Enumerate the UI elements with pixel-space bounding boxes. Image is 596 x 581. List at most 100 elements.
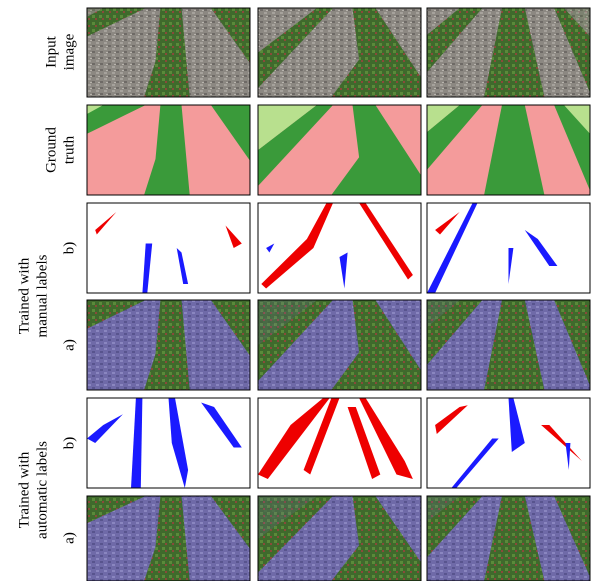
other-region — [258, 496, 317, 539]
crop-region — [87, 105, 146, 134]
other-region — [87, 300, 104, 309]
other-region — [427, 300, 460, 327]
image-panel — [86, 397, 251, 489]
crop-region — [210, 300, 250, 356]
label-line: Input — [43, 35, 59, 67]
error-region — [359, 203, 413, 280]
image-panel — [426, 397, 591, 489]
crop-region — [87, 496, 146, 524]
error-region — [347, 407, 381, 479]
error-region — [524, 230, 558, 266]
image-panel — [426, 299, 591, 391]
crop-region — [144, 8, 190, 97]
error-region — [508, 248, 514, 284]
image-panel — [426, 7, 591, 98]
error-region — [225, 225, 242, 248]
panel-border — [257, 7, 422, 98]
error-region — [266, 243, 275, 253]
panel-border — [426, 495, 591, 581]
crop-region — [87, 8, 146, 37]
panel-background — [87, 203, 250, 293]
error-region — [142, 243, 153, 293]
crop-region — [484, 496, 545, 581]
crop-region — [210, 105, 250, 161]
error-region — [201, 402, 242, 448]
crop-region — [258, 496, 333, 573]
panel-border — [426, 202, 591, 294]
other-region — [427, 8, 460, 35]
crop-region — [210, 496, 250, 549]
other-region — [258, 105, 317, 150]
other-region — [87, 8, 104, 17]
image-panel — [86, 495, 251, 581]
error-region — [168, 398, 189, 488]
crop-region — [427, 496, 483, 558]
panel-border — [86, 7, 251, 98]
crop-region — [484, 300, 545, 390]
panel-background — [87, 398, 250, 488]
error-region — [427, 203, 478, 293]
crop-region — [427, 105, 483, 170]
image-panel — [86, 7, 251, 98]
crop-region — [484, 105, 545, 195]
crop-region — [258, 8, 333, 89]
panel-border — [86, 397, 251, 489]
other-region — [563, 8, 590, 37]
row-label: b) — [61, 242, 77, 255]
crop-region — [554, 300, 590, 386]
crop-region — [258, 105, 333, 186]
image-panel — [257, 7, 422, 98]
other-region — [87, 496, 104, 505]
error-region — [359, 398, 413, 479]
error-region — [87, 414, 123, 443]
image-panel — [86, 202, 251, 294]
error-region — [565, 443, 571, 470]
image-panel — [257, 495, 422, 581]
panel-border — [257, 202, 422, 294]
error-region — [261, 203, 333, 289]
crop-region — [331, 496, 421, 581]
crop-region — [144, 496, 190, 581]
label-line: truth — [61, 135, 77, 164]
crop-region — [87, 300, 146, 329]
other-region — [258, 300, 317, 345]
image-panel — [426, 495, 591, 581]
image-panel — [86, 299, 251, 391]
image-panel — [86, 104, 251, 196]
crop-region — [210, 8, 250, 64]
label-line: Ground — [43, 127, 59, 173]
group-label: Trained with automatic labels b) a) — [16, 437, 77, 544]
crop-region — [144, 105, 190, 195]
panel-border — [426, 397, 591, 489]
crop-region — [427, 8, 483, 73]
image-panel — [257, 202, 422, 294]
other-region — [427, 496, 460, 522]
panel-border — [426, 299, 591, 391]
other-region — [258, 8, 317, 53]
panel-border — [257, 495, 422, 581]
row-label: b) — [61, 437, 77, 450]
image-panel — [426, 202, 591, 294]
crop-region — [554, 8, 590, 93]
label-line: Trained with — [16, 451, 32, 528]
label-line: manual labels — [34, 254, 50, 337]
panel-border — [86, 104, 251, 196]
other-region — [87, 105, 104, 114]
error-region — [131, 398, 143, 488]
panel-border — [257, 299, 422, 391]
crop-region — [427, 300, 483, 365]
panel-border — [86, 202, 251, 294]
image-panel — [426, 104, 591, 196]
panel-border — [426, 104, 591, 196]
panel-border — [257, 397, 422, 489]
crop-region — [331, 8, 421, 97]
error-region — [435, 405, 468, 434]
crop-region — [484, 8, 545, 97]
other-region — [427, 105, 460, 132]
image-panel — [257, 397, 422, 489]
panel-border — [257, 104, 422, 196]
panel-border — [86, 495, 251, 581]
error-region — [303, 398, 340, 475]
error-region — [508, 398, 525, 452]
crop-region — [554, 496, 590, 577]
